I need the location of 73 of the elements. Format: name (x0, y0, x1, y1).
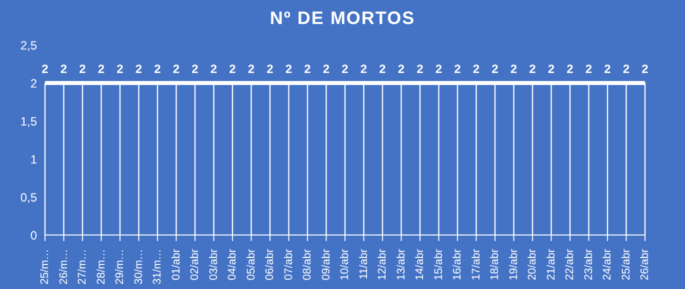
data-label: 2 (210, 62, 218, 76)
x-tick-label: 16/abr (452, 248, 464, 280)
x-tick-label: 02/abr (189, 248, 201, 280)
data-label: 2 (548, 62, 555, 76)
data-label: 2 (266, 62, 274, 76)
x-tick-label: 24/abr (602, 248, 614, 280)
chart-title: Nº DE MORTOS (268, 8, 416, 29)
data-label: 2 (585, 62, 592, 76)
data-label: 2 (285, 62, 292, 76)
x-tick-label: 23/abr (582, 248, 595, 280)
x-tick-label: 10/abr (339, 248, 351, 280)
x-tick-label: 03/abr (208, 248, 220, 280)
data-label: 2 (154, 62, 162, 76)
x-tick-label: 27/m… (76, 249, 88, 284)
y-tick-label: 0 (30, 228, 38, 242)
x-tick-label: 25/abr (620, 248, 632, 280)
data-label: 2 (322, 62, 330, 76)
x-tick-label: 29/m… (114, 249, 126, 284)
x-tick-label: 12/abr (376, 248, 388, 280)
data-label: 2 (510, 62, 518, 76)
x-tick-label: 28/m… (95, 249, 108, 284)
y-tick-label: 1,5 (20, 114, 38, 128)
data-label: 2 (172, 62, 180, 76)
data-label: 2 (604, 62, 612, 76)
data-label: 2 (454, 62, 462, 76)
x-tick-label: 25/m… (39, 249, 51, 284)
x-tick-label: 04/abr (226, 248, 238, 280)
x-tick-label: 18/abr (489, 248, 501, 280)
x-tick-label: 22/abr (564, 248, 576, 280)
x-tick-label: 30/m… (132, 249, 145, 284)
x-tick-label: 26/abr (639, 248, 651, 280)
data-label: 2 (79, 62, 86, 76)
x-tick-label: 31/m… (152, 249, 164, 284)
data-label: 2 (416, 62, 424, 76)
data-label: 2 (360, 62, 368, 76)
y-tick-label: 1 (30, 152, 38, 166)
x-tick-label: 14/abr (414, 248, 426, 280)
x-tick-label: 19/abr (508, 248, 520, 280)
data-label: 2 (566, 62, 574, 76)
data-label: 2 (116, 62, 124, 76)
y-tick-label: 2 (30, 76, 38, 90)
x-tick-label: 05/abr (245, 248, 258, 280)
x-tick-label: 20/abr (526, 248, 538, 280)
data-label: 2 (642, 62, 649, 76)
x-tick-label: 01/abr (170, 248, 182, 280)
x-tick-label: 13/abr (395, 248, 408, 280)
data-label: 2 (622, 62, 630, 76)
data-label: 2 (42, 62, 49, 76)
x-tick-label: 06/abr (264, 248, 276, 280)
data-label: 2 (135, 62, 142, 76)
data-label: 2 (435, 62, 442, 76)
data-label: 2 (229, 62, 236, 76)
data-label: 2 (248, 62, 255, 76)
data-label: 2 (379, 62, 386, 76)
x-tick-label: 21/abr (545, 248, 558, 280)
x-tick-label: 08/abr (302, 248, 314, 280)
x-tick-label: 11/abr (358, 248, 370, 280)
data-label: 2 (342, 62, 349, 76)
data-label: 2 (529, 62, 536, 76)
data-label: 2 (304, 62, 312, 76)
data-label: 2 (192, 62, 199, 76)
data-label: 2 (398, 62, 405, 76)
x-tick-label: 09/abr (320, 248, 332, 280)
data-label: 2 (472, 62, 480, 76)
x-tick-label: 26/m… (58, 249, 70, 284)
data-label: 2 (60, 62, 68, 76)
x-tick-label: 15/abr (432, 248, 445, 280)
data-label: 2 (98, 62, 105, 76)
data-label: 2 (492, 62, 499, 76)
y-tick-label: 2,5 (20, 38, 38, 52)
x-tick-label: 17/abr (470, 248, 482, 280)
y-tick-label: 0,5 (20, 190, 38, 204)
x-tick-label: 07/abr (282, 248, 295, 280)
